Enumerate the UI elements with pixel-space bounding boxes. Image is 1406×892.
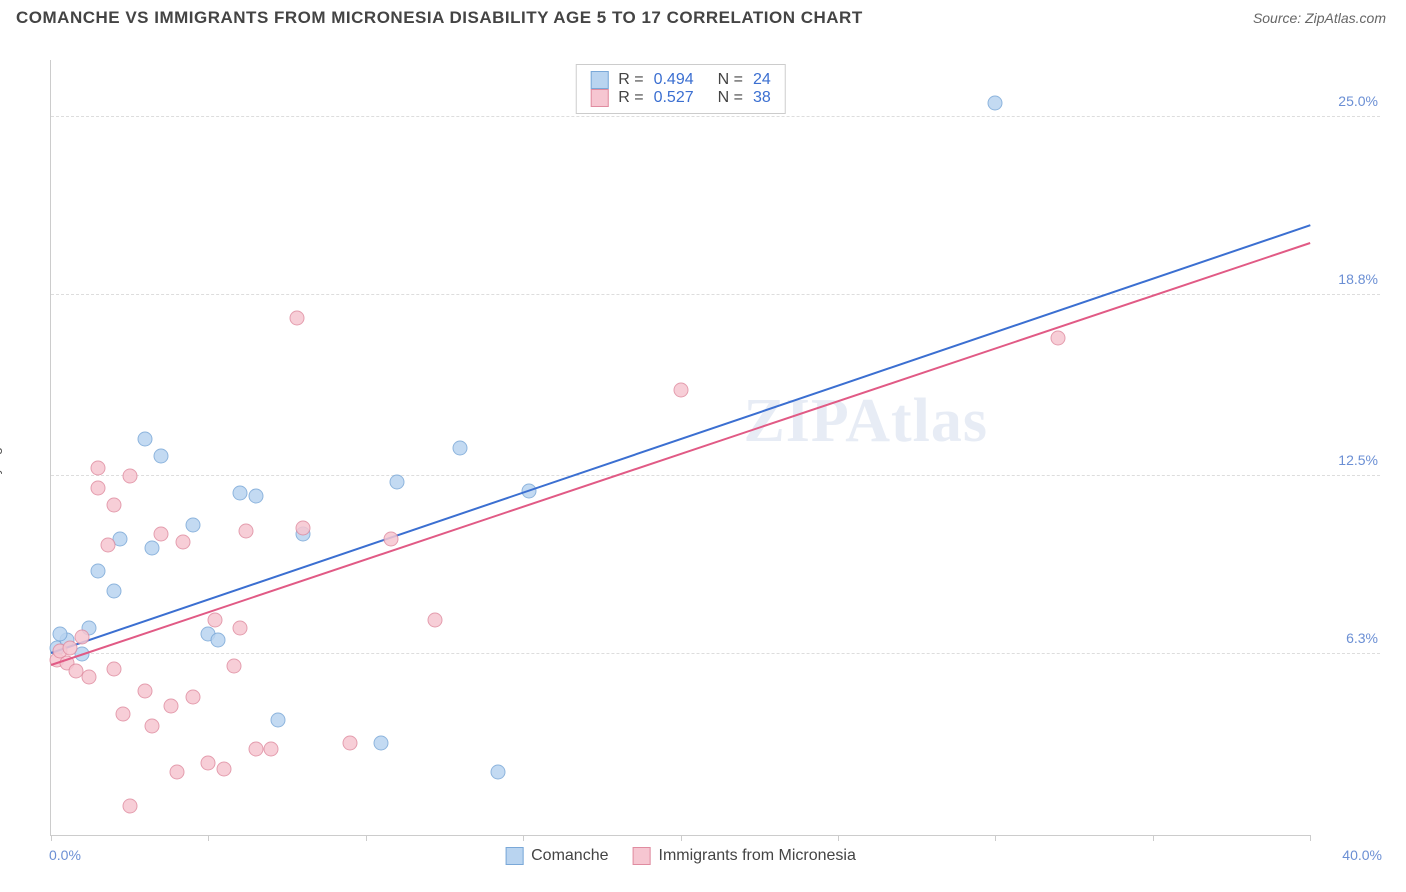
plot-area: ZIPAtlas R =0.494N =24R =0.527N =38 0.0%… xyxy=(50,60,1310,836)
data-point-micronesia xyxy=(217,761,232,776)
r-value-micronesia: 0.527 xyxy=(654,89,694,107)
legend-item-micronesia: Immigrants from Micronesia xyxy=(633,847,856,865)
series-legend: Comanche Immigrants from Micronesia xyxy=(505,847,856,865)
data-point-micronesia xyxy=(226,658,241,673)
data-point-micronesia xyxy=(163,698,178,713)
x-axis-max-label: 40.0% xyxy=(1342,847,1382,863)
source-attribution: Source: ZipAtlas.com xyxy=(1253,10,1386,26)
data-point-comanche xyxy=(390,474,405,489)
x-tick xyxy=(995,835,996,841)
swatch-micronesia xyxy=(590,89,608,107)
data-point-micronesia xyxy=(185,690,200,705)
n-label: N = xyxy=(718,89,743,107)
stats-legend: R = 0.494 N = 24 R = 0.527 N = 38 xyxy=(575,64,786,114)
data-point-comanche xyxy=(232,486,247,501)
data-point-micronesia xyxy=(673,383,688,398)
data-point-comanche xyxy=(988,96,1003,111)
x-tick xyxy=(1153,835,1154,841)
x-axis-min-label: 0.0% xyxy=(49,847,81,863)
data-point-micronesia xyxy=(169,764,184,779)
data-point-micronesia xyxy=(232,621,247,636)
n-value-micronesia: 38 xyxy=(753,89,771,107)
y-tick-label: 12.5% xyxy=(1338,452,1378,468)
stats-row-comanche: R = 0.494 N = 24 xyxy=(590,71,771,89)
source-link[interactable]: ZipAtlas.com xyxy=(1305,10,1386,26)
data-point-micronesia xyxy=(207,612,222,627)
chart-title: COMANCHE VS IMMIGRANTS FROM MICRONESIA D… xyxy=(16,8,863,28)
data-point-micronesia xyxy=(427,612,442,627)
x-tick xyxy=(366,835,367,841)
data-point-micronesia xyxy=(122,469,137,484)
trend-line-comanche xyxy=(51,225,1311,655)
swatch-comanche xyxy=(590,71,608,89)
data-point-comanche xyxy=(210,632,225,647)
gridline xyxy=(51,475,1380,476)
data-point-micronesia xyxy=(106,661,121,676)
data-point-micronesia xyxy=(289,311,304,326)
data-point-micronesia xyxy=(201,756,216,771)
data-point-micronesia xyxy=(91,480,106,495)
data-point-micronesia xyxy=(154,526,169,541)
gridline xyxy=(51,653,1380,654)
data-point-micronesia xyxy=(383,532,398,547)
data-point-micronesia xyxy=(295,520,310,535)
trend-line-micronesia xyxy=(51,242,1311,666)
data-point-comanche xyxy=(248,489,263,504)
x-tick xyxy=(838,835,839,841)
data-point-comanche xyxy=(490,764,505,779)
data-point-micronesia xyxy=(122,799,137,814)
data-point-comanche xyxy=(453,440,468,455)
data-point-comanche xyxy=(270,713,285,728)
data-point-micronesia xyxy=(138,684,153,699)
data-point-comanche xyxy=(138,431,153,446)
gridline xyxy=(51,294,1380,295)
data-point-comanche xyxy=(106,584,121,599)
x-tick xyxy=(1310,835,1311,841)
data-point-micronesia xyxy=(264,741,279,756)
data-point-comanche xyxy=(374,736,389,751)
x-tick xyxy=(51,835,52,841)
data-point-micronesia xyxy=(106,497,121,512)
swatch-comanche xyxy=(505,847,523,865)
gridline xyxy=(51,116,1380,117)
data-point-comanche xyxy=(144,540,159,555)
data-point-micronesia xyxy=(1051,331,1066,346)
x-tick xyxy=(523,835,524,841)
data-point-micronesia xyxy=(176,535,191,550)
r-label: R = xyxy=(618,89,643,107)
chart-container: Disability Age 5 to 17 ZIPAtlas R =0.494… xyxy=(16,40,1390,876)
r-label: R = xyxy=(618,71,643,89)
data-point-micronesia xyxy=(116,707,131,722)
x-tick xyxy=(681,835,682,841)
source-prefix: Source: xyxy=(1253,10,1305,26)
n-label: N = xyxy=(718,71,743,89)
data-point-micronesia xyxy=(62,641,77,656)
data-point-micronesia xyxy=(100,538,115,553)
data-point-comanche xyxy=(91,563,106,578)
data-point-micronesia xyxy=(81,670,96,685)
data-point-micronesia xyxy=(75,629,90,644)
y-axis-title: Disability Age 5 to 17 xyxy=(0,393,2,524)
data-point-micronesia xyxy=(144,718,159,733)
swatch-micronesia xyxy=(633,847,651,865)
y-tick-label: 18.8% xyxy=(1338,271,1378,287)
data-point-micronesia xyxy=(343,736,358,751)
x-tick xyxy=(208,835,209,841)
legend-label-comanche: Comanche xyxy=(531,847,608,865)
legend-item-comanche: Comanche xyxy=(505,847,608,865)
y-tick-label: 25.0% xyxy=(1338,93,1378,109)
data-point-micronesia xyxy=(248,741,263,756)
data-point-comanche xyxy=(154,449,169,464)
y-tick-label: 6.3% xyxy=(1346,630,1378,646)
legend-label-micronesia: Immigrants from Micronesia xyxy=(659,847,856,865)
stats-row-micronesia: R = 0.527 N = 38 xyxy=(590,89,771,107)
data-point-micronesia xyxy=(91,460,106,475)
n-value-comanche: 24 xyxy=(753,71,771,89)
r-value-comanche: 0.494 xyxy=(654,71,694,89)
data-point-micronesia xyxy=(239,523,254,538)
data-point-comanche xyxy=(185,518,200,533)
data-point-comanche xyxy=(53,627,68,642)
